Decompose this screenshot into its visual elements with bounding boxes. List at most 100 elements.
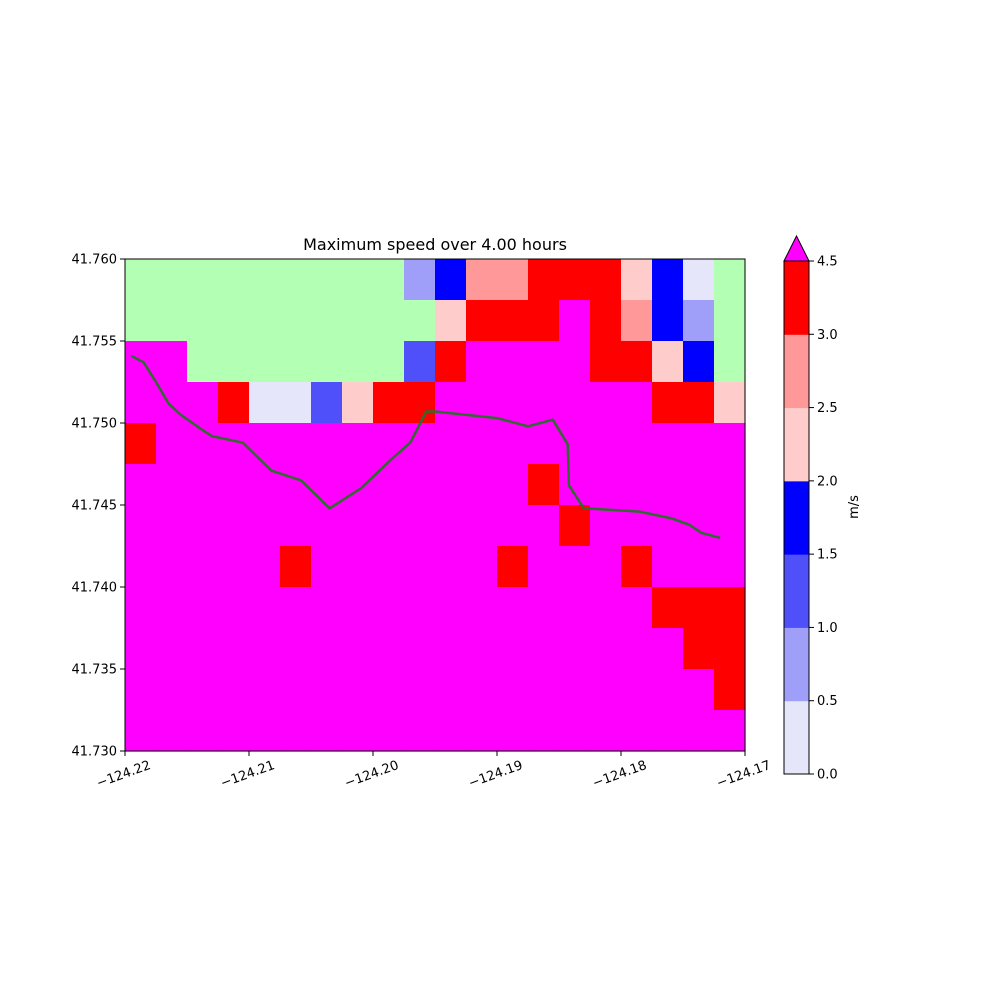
heatmap-cell [621, 710, 653, 752]
heatmap-cell [683, 341, 715, 383]
heatmap-cell [249, 259, 281, 301]
heatmap-cell [590, 423, 622, 465]
heatmap-cell [528, 587, 560, 629]
heatmap-cell [559, 300, 591, 342]
y-tick-label: 41.735 [72, 663, 118, 678]
heatmap-cell [652, 587, 684, 629]
heatmap-cell [652, 505, 684, 547]
heatmap-cell [497, 505, 529, 547]
heatmap-cell [528, 341, 560, 383]
x-tick-label: −124.18 [591, 758, 649, 791]
heatmap-cell [311, 505, 343, 547]
heatmap-cell [342, 300, 374, 342]
heatmap-cell [311, 710, 343, 752]
heatmap-cell [714, 382, 746, 424]
heatmap-cell [280, 382, 312, 424]
heatmap-cell [621, 669, 653, 711]
x-tick-label: −124.19 [467, 758, 525, 791]
heatmap-cell [280, 710, 312, 752]
heatmap-cell [187, 300, 219, 342]
heatmap-cell [497, 464, 529, 506]
heatmap-cell [218, 546, 250, 588]
heatmap-cell [714, 546, 746, 588]
heatmap-cell [590, 341, 622, 383]
heatmap-cell [156, 423, 188, 465]
heatmap-cell [466, 341, 498, 383]
colorbar-tick-label: 0.5 [817, 694, 838, 709]
heatmap-cell [590, 669, 622, 711]
heatmap-cell [466, 300, 498, 342]
heatmap-cell [373, 300, 405, 342]
heatmap-cell [652, 710, 684, 752]
heatmap-cell [373, 423, 405, 465]
colorbar-tick-label: 3.0 [817, 328, 838, 343]
chart-title: Maximum speed over 4.00 hours [303, 235, 567, 254]
heatmap-cell [373, 628, 405, 670]
x-tick-label: −124.21 [219, 758, 277, 791]
heatmap-cell [435, 259, 467, 301]
heatmap-cell [125, 669, 157, 711]
heatmap-cell [652, 300, 684, 342]
heatmap-cell [683, 628, 715, 670]
heatmap-cell [373, 382, 405, 424]
heatmap-cell [714, 259, 746, 301]
heatmap-cell [187, 341, 219, 383]
heatmap-cell [435, 710, 467, 752]
colorbar-tick-label: 0.0 [817, 768, 838, 783]
heatmap-cell [187, 628, 219, 670]
heatmap-cell [590, 587, 622, 629]
heatmap-cell [342, 710, 374, 752]
heatmap-cell [559, 628, 591, 670]
heatmap-cell [373, 464, 405, 506]
colorbar-segment [784, 407, 809, 482]
heatmap-cell [714, 423, 746, 465]
heatmap-cell [621, 382, 653, 424]
heatmap-cell [528, 546, 560, 588]
heatmap-cell [683, 710, 715, 752]
heatmap-cell [652, 423, 684, 465]
y-tick-label: 41.755 [72, 335, 118, 350]
heatmap-cell [528, 382, 560, 424]
heatmap-cell [466, 628, 498, 670]
heatmap-cell [218, 300, 250, 342]
heatmap-cell [528, 300, 560, 342]
colorbar-extend-triangle [783, 234, 810, 262]
heatmap-cell [125, 628, 157, 670]
heatmap-cell [404, 710, 436, 752]
heatmap-cell [621, 587, 653, 629]
heatmap-cell [125, 546, 157, 588]
heatmap-cell [714, 505, 746, 547]
heatmap-cell [714, 628, 746, 670]
heatmap-cell [528, 259, 560, 301]
heatmap-cell [373, 259, 405, 301]
coastline [130, 354, 721, 540]
colorbar-tick-label: 2.0 [817, 474, 838, 489]
heatmap-cell [342, 423, 374, 465]
heatmap-cell [249, 341, 281, 383]
y-tick-label: 41.760 [72, 253, 118, 268]
y-tick-label: 41.750 [72, 417, 118, 432]
heatmap-cell [466, 710, 498, 752]
heatmap-cell [404, 382, 436, 424]
coastline-line [130, 354, 721, 540]
y-tick-label: 41.730 [72, 745, 118, 760]
heatmap-cell [187, 587, 219, 629]
heatmap-cell [156, 464, 188, 506]
heatmap-cell [559, 710, 591, 752]
heatmap-cell [156, 710, 188, 752]
heatmap-cell [683, 259, 715, 301]
heatmap-cell [466, 505, 498, 547]
heatmap-cell [683, 423, 715, 465]
heatmap-cell [311, 259, 343, 301]
y-tick-label: 41.740 [72, 581, 118, 596]
x-tick-label: −124.22 [95, 758, 153, 791]
heatmap-cell [187, 669, 219, 711]
heatmap-cell [311, 587, 343, 629]
heatmap-cell [280, 628, 312, 670]
heatmap-cell [156, 587, 188, 629]
heatmap-cell [652, 259, 684, 301]
heatmap-cell [280, 505, 312, 547]
heatmap-cell [652, 628, 684, 670]
heatmap-cell [559, 464, 591, 506]
